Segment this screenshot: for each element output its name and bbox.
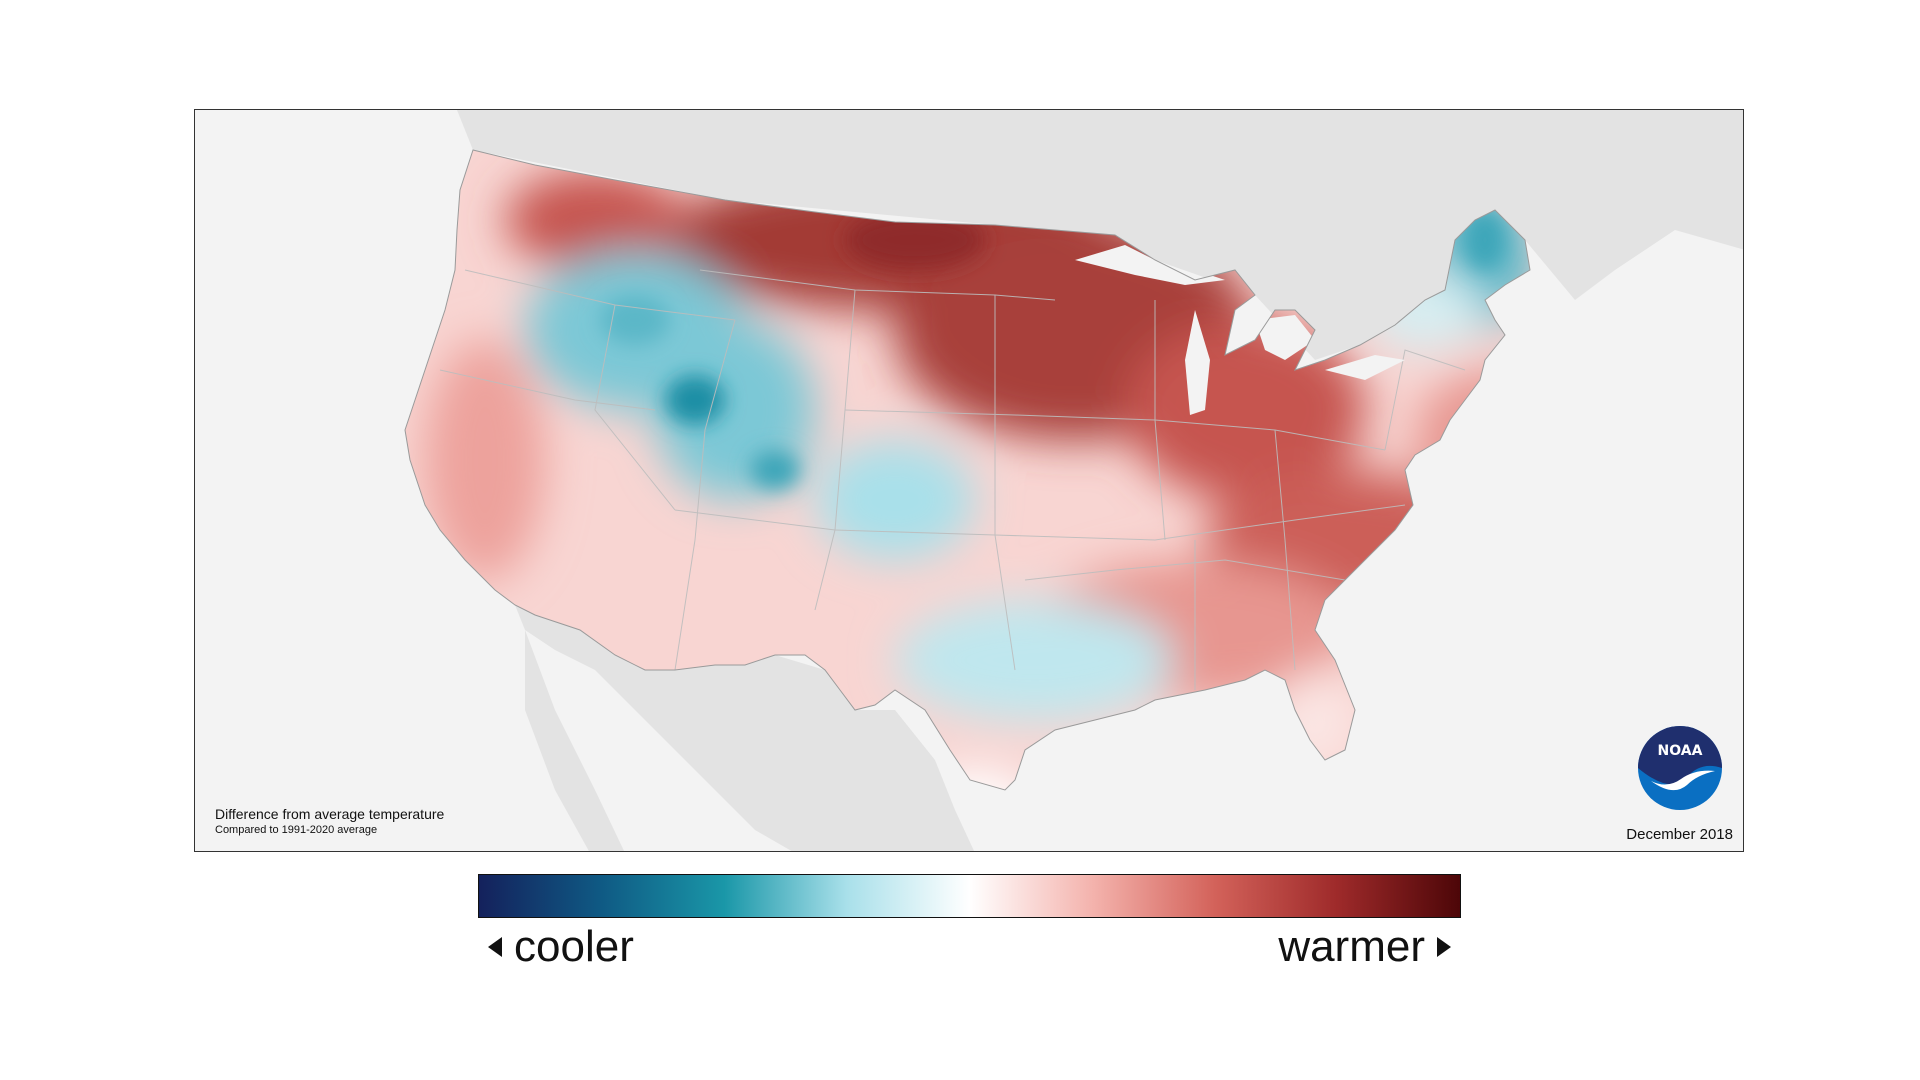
arrow-left-icon [488,937,502,957]
noaa-logo: NOAA [1637,725,1723,811]
legend-color-bar [478,874,1461,918]
legend-high-label: warmer [1278,922,1425,971]
legend-high: warmer [1278,920,1451,974]
color-legend: cooler warmer [478,874,1461,980]
map-date: December 2018 [1626,826,1733,843]
legend-low-label: cooler [514,922,634,971]
map-panel: Difference from average temperature Comp… [194,109,1744,852]
temperature-anomaly-map [404,110,1743,851]
caption-subtitle: Compared to 1991-2020 average [215,824,378,836]
legend-low: cooler [488,920,634,974]
arrow-right-icon [1437,937,1451,957]
caption-title: Difference from average temperature [215,806,445,822]
map-caption: Difference from average temperature Comp… [215,806,444,837]
logo-text: NOAA [1658,743,1703,759]
